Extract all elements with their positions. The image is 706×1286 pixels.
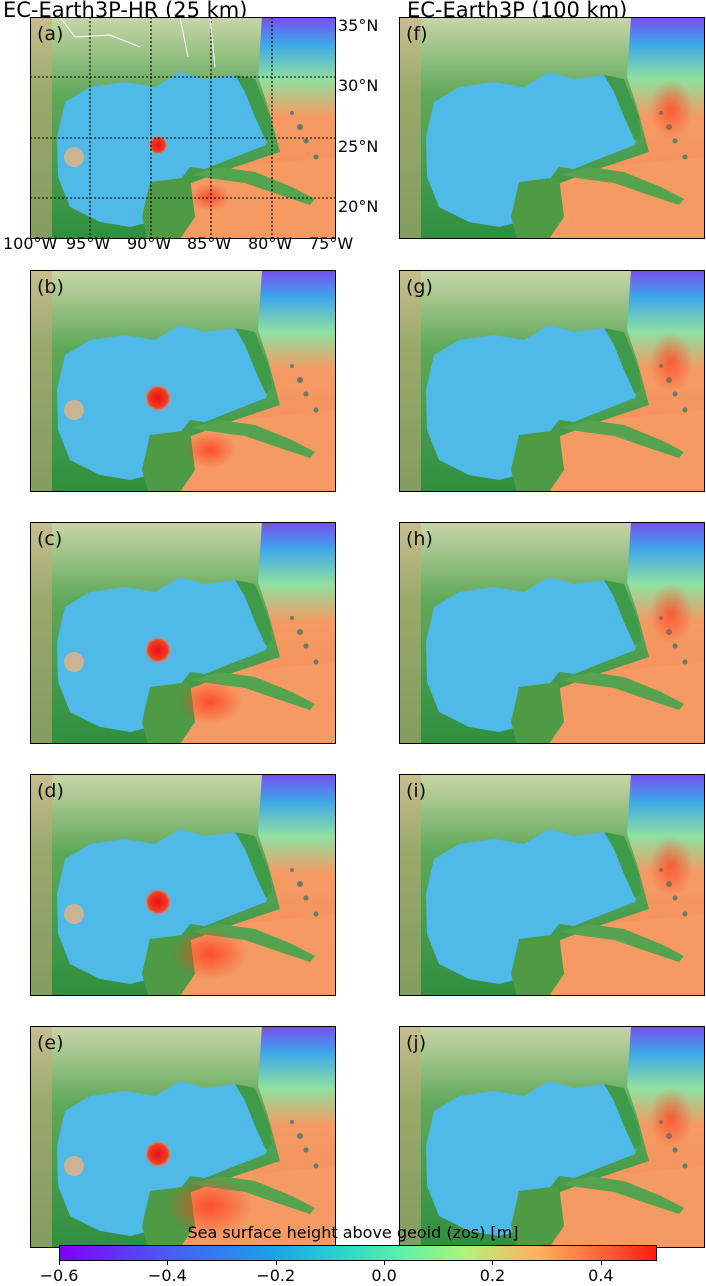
colorbar-tick-mark xyxy=(59,1260,60,1265)
lat-label-35n: 35°N xyxy=(338,16,379,35)
colorbar-tick-mark xyxy=(600,1260,602,1265)
map-panel-i: (i) xyxy=(399,774,705,996)
colorbar-tick-label: −0.4 xyxy=(147,1266,187,1285)
colorbar-tick-label: −0.2 xyxy=(256,1266,296,1285)
panel-label: (d) xyxy=(37,780,64,802)
colorbar xyxy=(59,1245,657,1261)
map-panel-c: (c) xyxy=(30,522,336,744)
lon-label-75w: 75°W xyxy=(309,234,354,253)
colorbar-tick-label: −0.6 xyxy=(39,1266,79,1285)
map-panel-j: (j) xyxy=(399,1026,705,1248)
panel-label: (h) xyxy=(406,528,433,550)
lon-label-85w: 85°W xyxy=(187,234,232,253)
colorbar-tick-label: 0.0 xyxy=(371,1266,397,1285)
map-panel-f: (f) xyxy=(399,17,705,239)
panel-label: (b) xyxy=(37,276,64,298)
colorbar-tick-mark xyxy=(275,1260,277,1265)
colorbar-label: Sea surface height above geoid (zos) [m] xyxy=(187,1223,519,1242)
lat-label-30n: 30°N xyxy=(338,76,379,95)
lon-label-90w: 90°W xyxy=(127,234,172,253)
panel-label: (j) xyxy=(406,1032,427,1054)
map-panel-g: (g) xyxy=(399,270,705,492)
lon-label-95w: 95°W xyxy=(66,234,111,253)
lat-label-20n: 20°N xyxy=(338,197,379,216)
panel-label: (a) xyxy=(37,23,64,45)
colorbar-tick-mark xyxy=(167,1260,169,1265)
map-panel-d: (d) xyxy=(30,774,336,996)
panel-label: (e) xyxy=(37,1032,64,1054)
panel-label: (c) xyxy=(37,528,63,550)
colorbar-tick-mark xyxy=(492,1260,494,1265)
right-column-title: EC-Earth3P (100 km) xyxy=(407,0,628,22)
lon-label-100w: 100°W xyxy=(3,234,58,253)
colorbar-tick-label: 0.2 xyxy=(479,1266,506,1285)
map-panel-e: (e) xyxy=(30,1026,336,1248)
lat-label-25n: 25°N xyxy=(338,137,379,156)
colorbar-tick-label: 0.4 xyxy=(588,1266,614,1285)
map-panel-b: (b) xyxy=(30,270,336,492)
panel-label: (g) xyxy=(406,276,433,298)
panel-label: (i) xyxy=(406,780,427,802)
map-panel-a: (a) xyxy=(30,17,336,239)
lon-label-80w: 80°W xyxy=(248,234,293,253)
panel-label: (f) xyxy=(406,23,428,45)
colorbar-tick-mark xyxy=(384,1260,386,1265)
map-panel-h: (h) xyxy=(399,522,705,744)
